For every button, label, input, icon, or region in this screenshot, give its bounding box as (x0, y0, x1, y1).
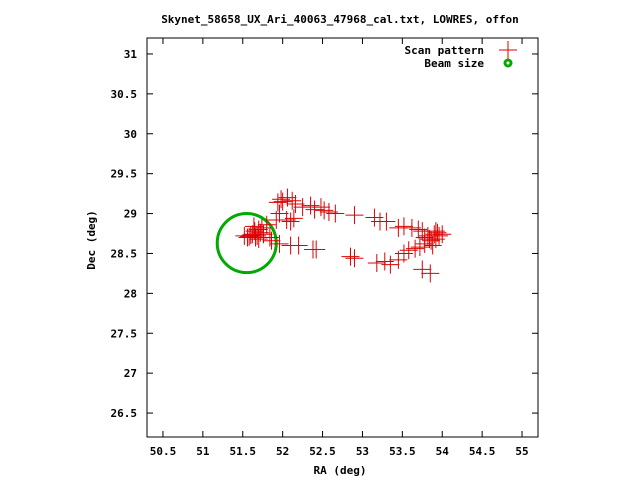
y-tick-label: 26.5 (111, 407, 138, 420)
scan-point (273, 192, 292, 211)
scan-point (284, 209, 303, 228)
scan-point (260, 228, 279, 247)
scan-point (283, 191, 302, 210)
legend-symbol-beam-size (503, 58, 513, 68)
x-tick-label: 52 (276, 445, 289, 458)
legend: Scan pattern Beam size (405, 41, 517, 70)
scan-point (415, 234, 434, 253)
scan-point (365, 208, 384, 227)
scan-point (270, 234, 289, 253)
y-tick-label: 29 (124, 208, 137, 221)
x-tick-label: 53.5 (389, 445, 416, 458)
scan-point (345, 206, 364, 225)
scan-point (315, 201, 334, 220)
scan-point (367, 254, 386, 273)
scan-point (235, 226, 254, 245)
y-tick-label: 31 (124, 48, 138, 61)
x-tick-label: 53 (356, 445, 369, 458)
scan-point (399, 241, 418, 260)
scan-point (244, 217, 263, 236)
y-tick-label: 27 (124, 367, 137, 380)
scan-point (420, 230, 439, 249)
scan-point (240, 227, 259, 246)
scan-point (394, 217, 413, 236)
scan-point (389, 250, 408, 269)
plot-border (146, 37, 539, 438)
scan-point (257, 215, 276, 234)
y-axis: 26.5 27 27.5 28 28.5 29 29.5 30 30.5 31 (111, 48, 538, 420)
scan-point (238, 228, 257, 247)
scan-point (410, 238, 429, 257)
x-tick-label: 51 (196, 445, 210, 458)
scan-point (311, 198, 330, 217)
x-tick-label: 51.5 (230, 445, 257, 458)
legend-symbol-scan-pattern (499, 41, 517, 59)
scan-point (345, 249, 364, 268)
scan-point (430, 226, 449, 245)
y-tick-label: 30.5 (111, 88, 138, 101)
y-axis-label: Dec (deg) (85, 210, 98, 270)
scan-point (249, 230, 268, 249)
y-tick-label: 27.5 (111, 327, 138, 340)
scan-point (413, 260, 432, 279)
y-tick-label: 28.5 (111, 247, 138, 260)
beam-size-series (215, 212, 278, 275)
scan-pattern-series (235, 188, 452, 283)
scan-point (281, 212, 300, 231)
beam-circle (215, 212, 278, 275)
x-tick-label: 54 (436, 445, 450, 458)
scan-point (421, 264, 440, 283)
scan-point (262, 231, 281, 250)
x-tick-label: 55 (515, 445, 528, 458)
scan-point (326, 204, 345, 223)
scan-point (301, 196, 320, 215)
scan-point (268, 193, 287, 212)
y-tick-label: 29.5 (111, 168, 138, 181)
scan-point (375, 252, 394, 271)
x-tick-label: 50.5 (150, 445, 177, 458)
y-tick-label: 28 (124, 287, 137, 300)
scan-point (289, 236, 308, 255)
scan-point (381, 255, 400, 274)
scan-point (293, 198, 312, 217)
x-axis-label: RA (deg) (314, 464, 367, 477)
scan-point (377, 212, 396, 231)
y-tick-label: 30 (124, 128, 137, 141)
scan-point (341, 247, 360, 266)
scan-point (267, 210, 286, 229)
scan-point (286, 194, 305, 213)
plot-frame (146, 37, 539, 438)
legend-label-beam-size: Beam size (424, 57, 484, 70)
x-axis: 50.5 51 51.5 52 52.5 53 53.5 54 54.5 55 (150, 38, 529, 458)
chart-title: Skynet_58658_UX_Ari_40063_47968_cal.txt,… (161, 13, 519, 26)
x-tick-label: 52.5 (309, 445, 336, 458)
x-tick-label: 54.5 (469, 445, 496, 458)
legend-label-scan-pattern: Scan pattern (405, 44, 484, 57)
legend-beam-circle (503, 58, 513, 68)
scan-point (307, 240, 326, 259)
